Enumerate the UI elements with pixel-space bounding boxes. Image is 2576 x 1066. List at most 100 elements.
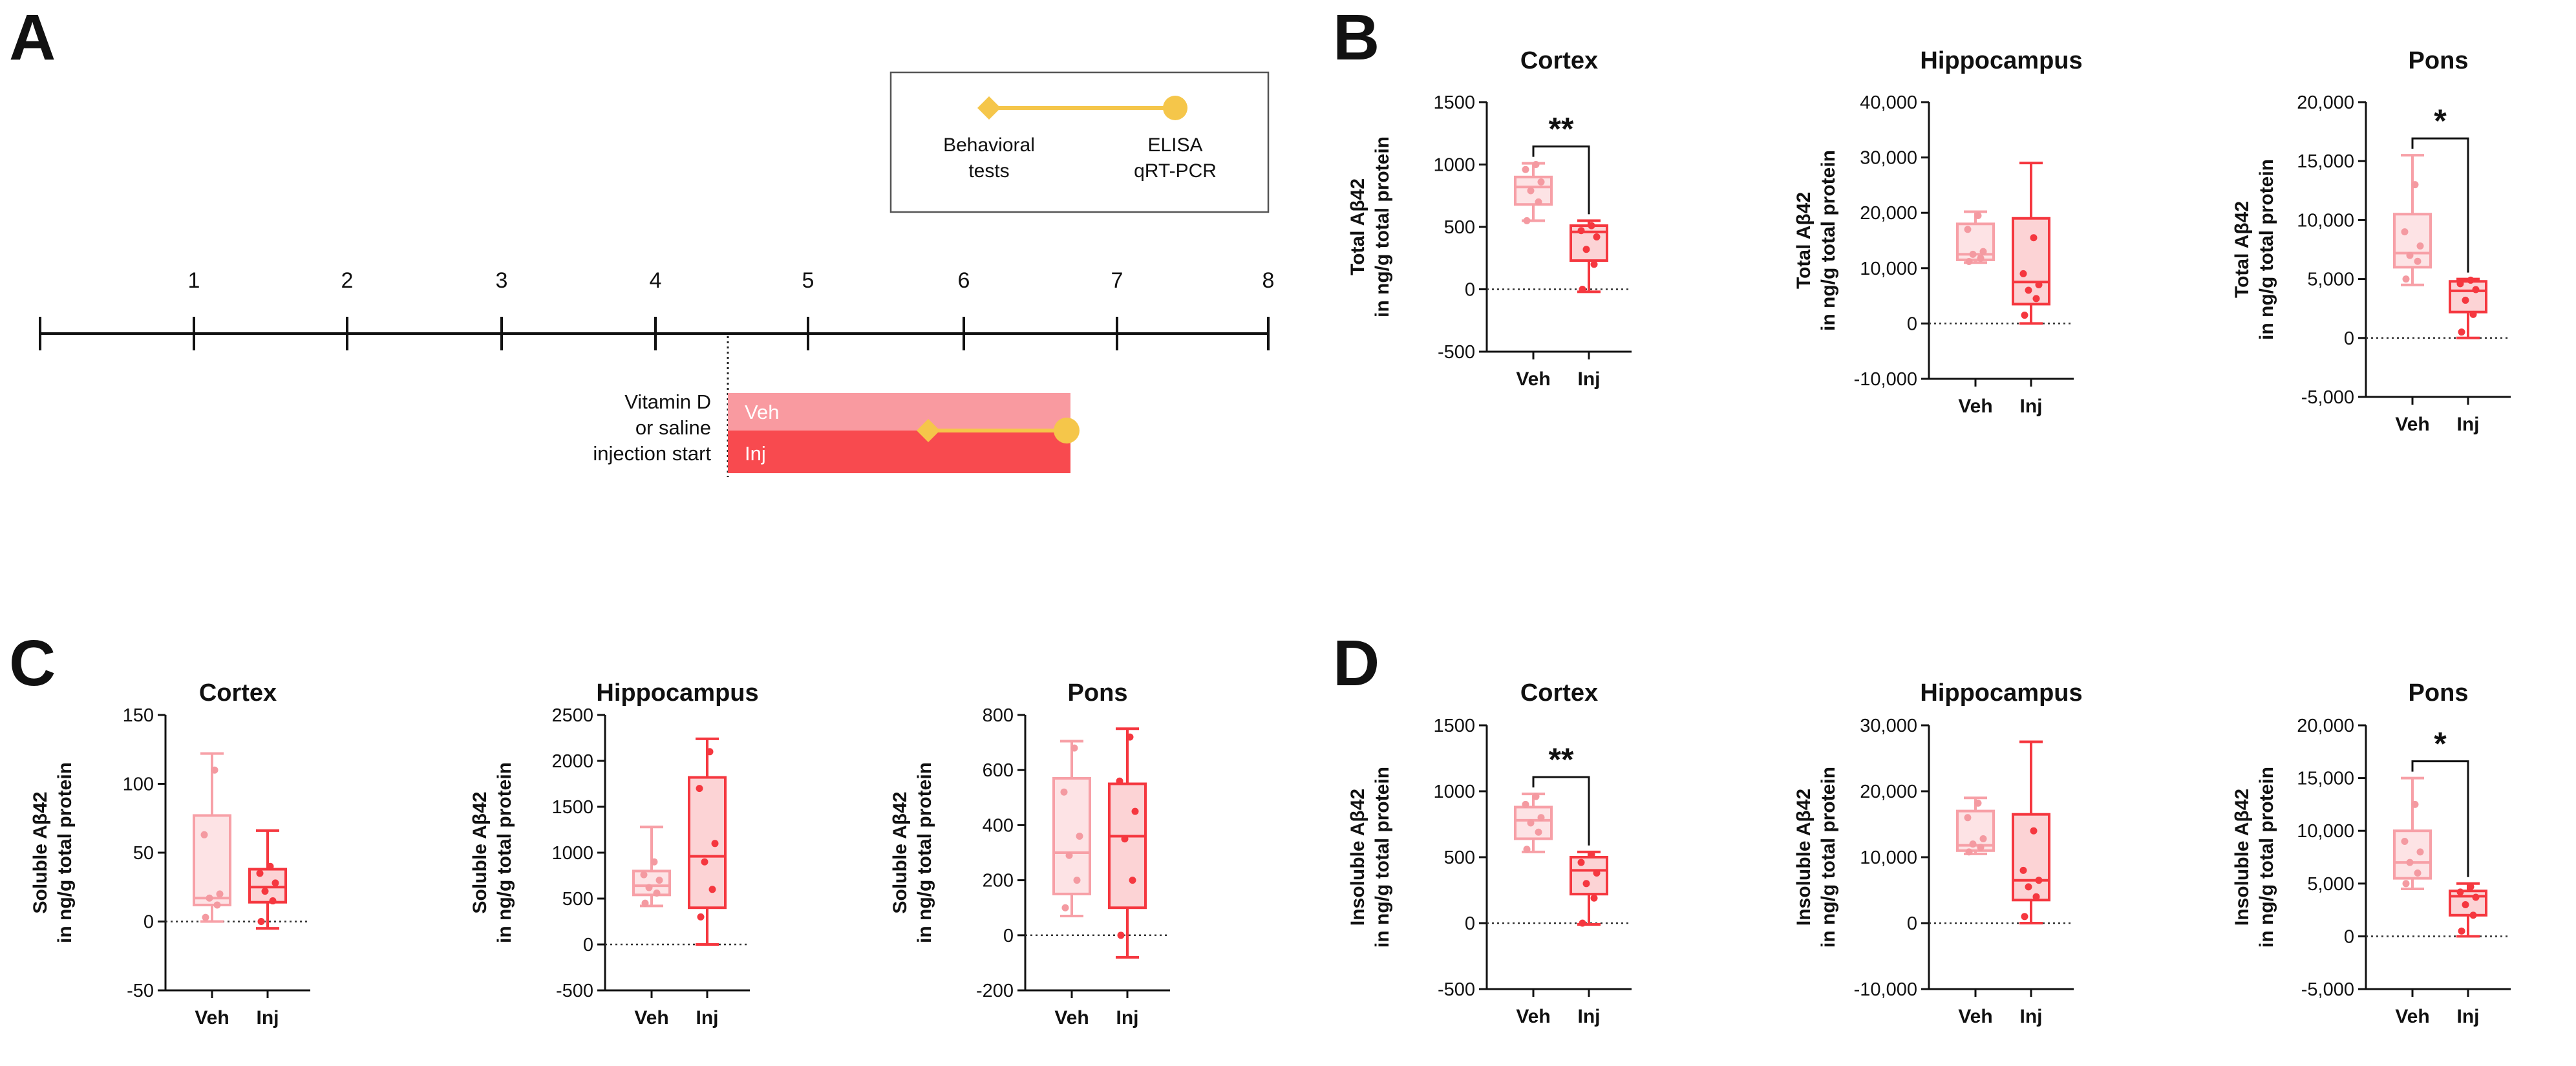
inj-bar [728,431,1070,473]
data-point [1588,222,1595,229]
data-point [1590,261,1598,268]
box-inj [2449,276,2487,339]
data-point [1537,178,1545,186]
box-inj [2012,162,2050,325]
box-inj [2449,882,2487,938]
x-tick-label: Inj [2020,396,2043,417]
y-tick-label: 10,000 [2297,210,2354,231]
data-point [1964,226,1972,233]
data-point [1070,744,1078,752]
chart-title: Hippocampus [1920,679,2082,707]
y-tick-label: 10,000 [1860,259,1917,279]
timeline-tick-label: 8 [1262,268,1275,293]
data-point [2458,927,2465,935]
x-tick-label: Veh [1516,1006,1550,1027]
x-tick-label: Inj [2457,414,2480,435]
y-tick-label: 30,000 [1860,716,1917,736]
legend-diamond-marker [977,96,1001,120]
data-point [2402,275,2410,283]
y-axis-label: in ng/g total protein [914,762,935,943]
box-veh [1052,740,1091,917]
significance-label: ** [1549,741,1574,778]
data-point [701,858,708,866]
y-tick-label: -500 [556,981,593,1001]
y-tick-label: -10,000 [1854,979,1917,1000]
data-point [1535,198,1542,206]
data-point [2035,877,2043,884]
data-point [2469,911,2477,919]
data-point [1593,869,1601,877]
y-tick-label: 0 [1465,280,1475,301]
box-veh [1956,796,1995,856]
box-iqr [193,814,231,906]
y-axis-label: Soluble Aβ42 [889,792,911,914]
chart-B-cortex: Cortex Total Aβ42 in ng/g total protein -50… [1347,47,1632,390]
y-tick-label: 20,000 [1860,203,1917,224]
y-axis-label: Insoluble Aβ42 [1347,789,1368,926]
y-tick-label: -200 [976,981,1014,1001]
timeline-tick-label: 7 [1111,268,1123,293]
data-point [1116,777,1123,785]
data-point [2030,234,2038,242]
data-point [1577,227,1585,235]
data-point [1965,258,1973,266]
y-tick-label: 10,000 [1860,847,1917,868]
data-point [1129,877,1136,884]
data-point [2019,270,2027,277]
y-axis-label: Total Aβ42 [1793,192,1815,289]
data-point [1582,880,1590,888]
box-iqr [632,869,671,897]
panel-letter-d: D [1333,627,1379,699]
box-veh [1956,210,1995,266]
y-tick-label: 5,000 [2307,874,2354,895]
legend-right-line2: qRT-PCR [1134,160,1217,182]
y-tick-label: 0 [1907,314,1917,334]
legend-circle-marker [1163,96,1187,120]
box-inj [2012,740,2050,924]
data-point [2401,228,2409,236]
y-axis-label: Total Aβ42 [2231,201,2253,298]
box-iqr [1108,782,1147,910]
data-point [213,901,221,909]
legend-left-line1: Behavioral [943,134,1035,156]
data-point [1527,187,1535,195]
box-iqr [688,776,727,910]
box-iqr [2393,213,2432,269]
box-veh [2393,776,2432,890]
y-tick-label: 40,000 [1860,92,1917,113]
box-veh [1514,793,1553,853]
data-point [2406,251,2414,259]
y-tick-label: 1500 [1433,92,1475,113]
data-point [211,766,218,774]
x-tick-label: Inj [696,1007,719,1029]
data-point [2401,838,2409,846]
x-tick-label: Veh [1958,396,1992,417]
data-point [1523,217,1531,224]
data-point [1061,904,1069,911]
chart-title: Cortex [1520,679,1598,707]
data-point [1579,919,1586,927]
x-tick-label: Inj [257,1007,279,1029]
y-axis-label: in ng/g total protein [54,762,76,943]
timeline-ticks: 1 2 3 4 5 6 7 8 [39,268,1275,350]
y-axis-label: in ng/g total protein [1818,150,1839,331]
y-tick-label: -10,000 [1854,369,1917,390]
data-point [697,913,705,921]
y-axis-label: in ng/g total protein [1372,136,1393,317]
data-point [1131,807,1139,815]
data-point [2458,328,2465,336]
y-tick-label: -5,000 [2301,979,2354,1000]
significance-bracket [1532,776,1590,846]
significance-label: * [2434,103,2447,139]
x-tick-label: Veh [2395,1006,2429,1027]
y-tick-label: 0 [1907,913,1917,934]
data-point [1065,851,1073,859]
y-tick-label: 2500 [551,705,593,726]
y-axis-label: in ng/g total protein [1818,767,1839,948]
data-point [257,918,265,925]
data-point [2411,181,2419,189]
data-point [1522,800,1529,808]
data-point [696,785,703,793]
y-tick-label: 0 [1465,913,1475,934]
